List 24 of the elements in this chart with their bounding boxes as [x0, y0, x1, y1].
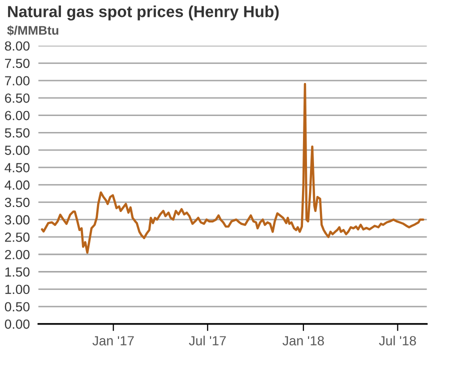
y-tick-label: 5.00 [4, 146, 30, 155]
x-tick-label: Jan '17 [92, 336, 134, 346]
x-tick-label: Jan '18 [282, 336, 324, 346]
y-tick-label: 1.50 [5, 267, 30, 277]
y-tick-label: 6.50 [5, 93, 30, 103]
y-tick-label: 8.00 [4, 41, 30, 51]
x-tick-label: Jul '17 [188, 336, 226, 346]
y-tick-label: 4.00 [4, 180, 30, 190]
y-tick-label: 7.00 [5, 76, 30, 86]
y-tick-label: 1.00 [5, 284, 30, 294]
y-tick-label: 4.50 [4, 163, 30, 172]
y-tick-label: 0.00 [4, 319, 30, 329]
y-tick-label: 2.50 [5, 232, 30, 242]
y-tick-label: 3.50 [4, 198, 30, 208]
y-tick-label: 5.50 [4, 128, 30, 138]
chart-title: Natural gas spot prices (Henry Hub) [8, 5, 279, 20]
y-tick-label: 7.50 [5, 58, 30, 68]
x-tick-label: Jul '18 [379, 336, 416, 346]
y-tick-label: 2.00 [5, 250, 30, 260]
y-tick-label: 6.00 [5, 110, 30, 120]
y-tick-label: 3.00 [4, 215, 30, 225]
chart-subtitle: $/MMBtu [7, 25, 58, 36]
line-series [40, 82, 424, 254]
y-tick-label: 0.50 [4, 302, 30, 312]
